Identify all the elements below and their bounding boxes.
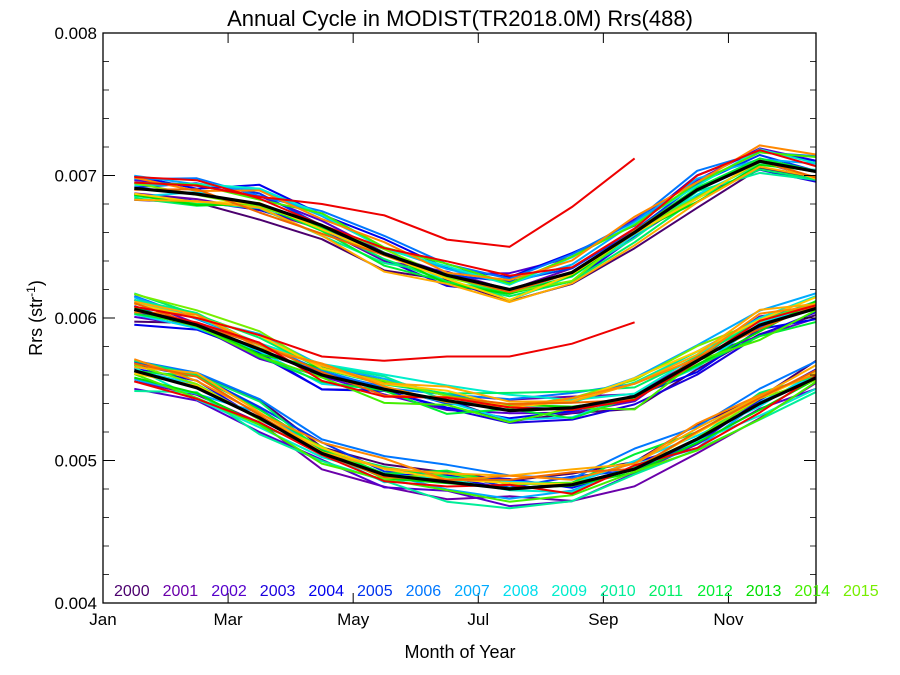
legend-item: 2006 <box>406 583 442 600</box>
legend-item: 2009 <box>551 583 587 600</box>
series-line <box>134 151 816 280</box>
legend-item: 2004 <box>308 583 344 600</box>
series-line <box>134 165 816 304</box>
series-line <box>134 362 816 481</box>
y-axis-label-close: ) <box>26 280 46 286</box>
legend-item: 2002 <box>211 583 247 600</box>
series-line <box>133 373 816 503</box>
x-tick-label: Nov <box>713 610 744 629</box>
climatology-mean-line <box>134 159 816 292</box>
legend-item: 2013 <box>746 583 782 600</box>
legend-item: 2015 <box>843 583 879 600</box>
y-tick-label: 0.005 <box>54 452 97 471</box>
legend-item: 2012 <box>697 583 733 600</box>
climatology-mean-line <box>133 306 816 413</box>
legend-item: 2014 <box>794 583 830 600</box>
anomaly-series-line <box>134 157 636 248</box>
climatology-mean-line <box>133 369 816 491</box>
y-axis-label-text: Rrs (str <box>26 297 46 356</box>
y-axis-label: Rrs (str-1) <box>24 280 46 356</box>
series-line <box>133 302 816 405</box>
y-tick-label: 0.007 <box>54 167 97 186</box>
legend-item: 2011 <box>649 583 684 600</box>
legend-item: 2010 <box>600 583 636 600</box>
x-tick-label: Jan <box>89 610 116 629</box>
y-axis-label-superscript: -1 <box>24 286 38 297</box>
series-line <box>134 359 816 480</box>
x-tick-label: Mar <box>213 610 243 629</box>
anomaly-series-line <box>134 305 635 362</box>
chart-title: Annual Cycle in MODIST(TR2018.0M) Rrs(48… <box>227 6 693 31</box>
series-line <box>134 363 816 477</box>
x-tick-label: Sep <box>588 610 618 629</box>
series-line <box>134 144 816 282</box>
ticks-layer: Jan Mar May Jul Sep Nov 0.004 0.005 0.006 0.007 0.… <box>54 24 816 629</box>
series-line <box>134 309 816 424</box>
series-line <box>134 167 816 303</box>
series-line <box>134 151 816 285</box>
legend-item: 2000 <box>114 583 150 600</box>
legend-item: 2005 <box>357 583 393 600</box>
legend-item: 2008 <box>503 583 539 600</box>
x-axis-label: Month of Year <box>404 642 515 662</box>
legend: 2000 2001 2002 2003 2004 2005 2006 2007 2008 2009… <box>114 583 879 600</box>
legend-item: 2001 <box>163 583 199 600</box>
legend-item: 2007 <box>454 583 490 600</box>
series-layer <box>133 144 816 510</box>
y-tick-label: 0.004 <box>54 594 97 613</box>
legend-item: 2003 <box>260 583 296 600</box>
x-tick-label: Jul <box>467 610 489 629</box>
x-tick-label: May <box>337 610 370 629</box>
y-tick-label: 0.008 <box>54 24 97 43</box>
y-tick-label: 0.006 <box>54 309 97 328</box>
